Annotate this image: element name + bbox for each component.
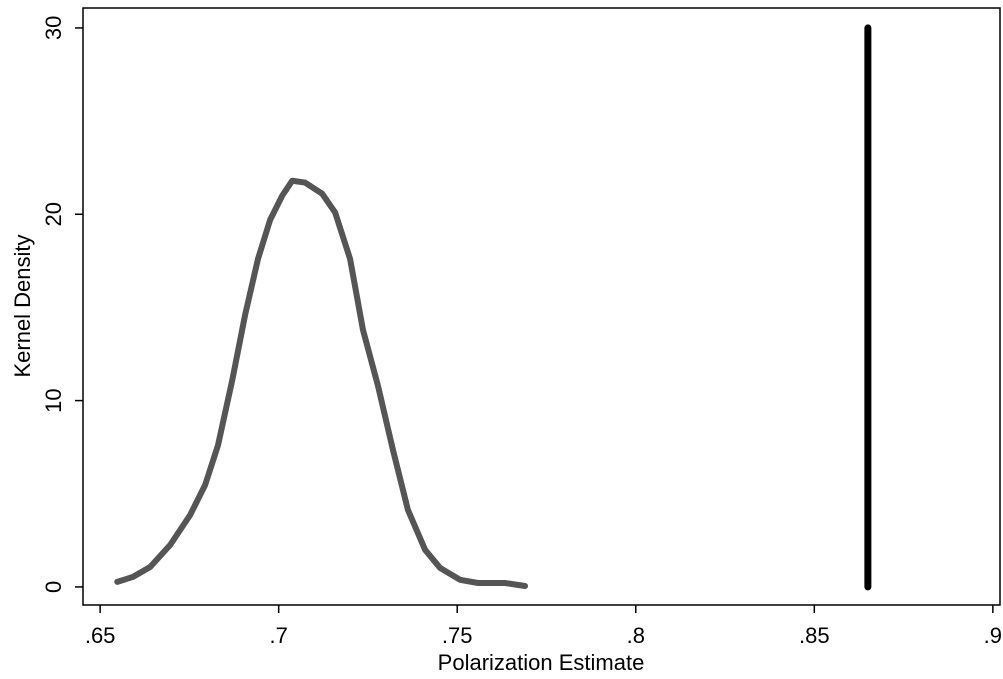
- x-tick-label: .9: [984, 623, 1002, 648]
- y-tick-label: 20: [41, 202, 66, 226]
- y-axis-title: Kernel Density: [10, 234, 35, 377]
- x-tick-label: .75: [442, 623, 473, 648]
- x-tick-label: .7: [270, 623, 288, 648]
- y-tick-label: 30: [41, 16, 66, 40]
- x-tick-label: .8: [627, 623, 645, 648]
- x-tick-label: .85: [799, 623, 830, 648]
- y-tick-label: 0: [41, 581, 66, 593]
- x-axis-title: Polarization Estimate: [438, 650, 645, 675]
- y-tick-label: 10: [41, 388, 66, 412]
- plot-frame: [82, 7, 1001, 606]
- x-tick-label: .65: [85, 623, 116, 648]
- data-line: [114, 177, 529, 589]
